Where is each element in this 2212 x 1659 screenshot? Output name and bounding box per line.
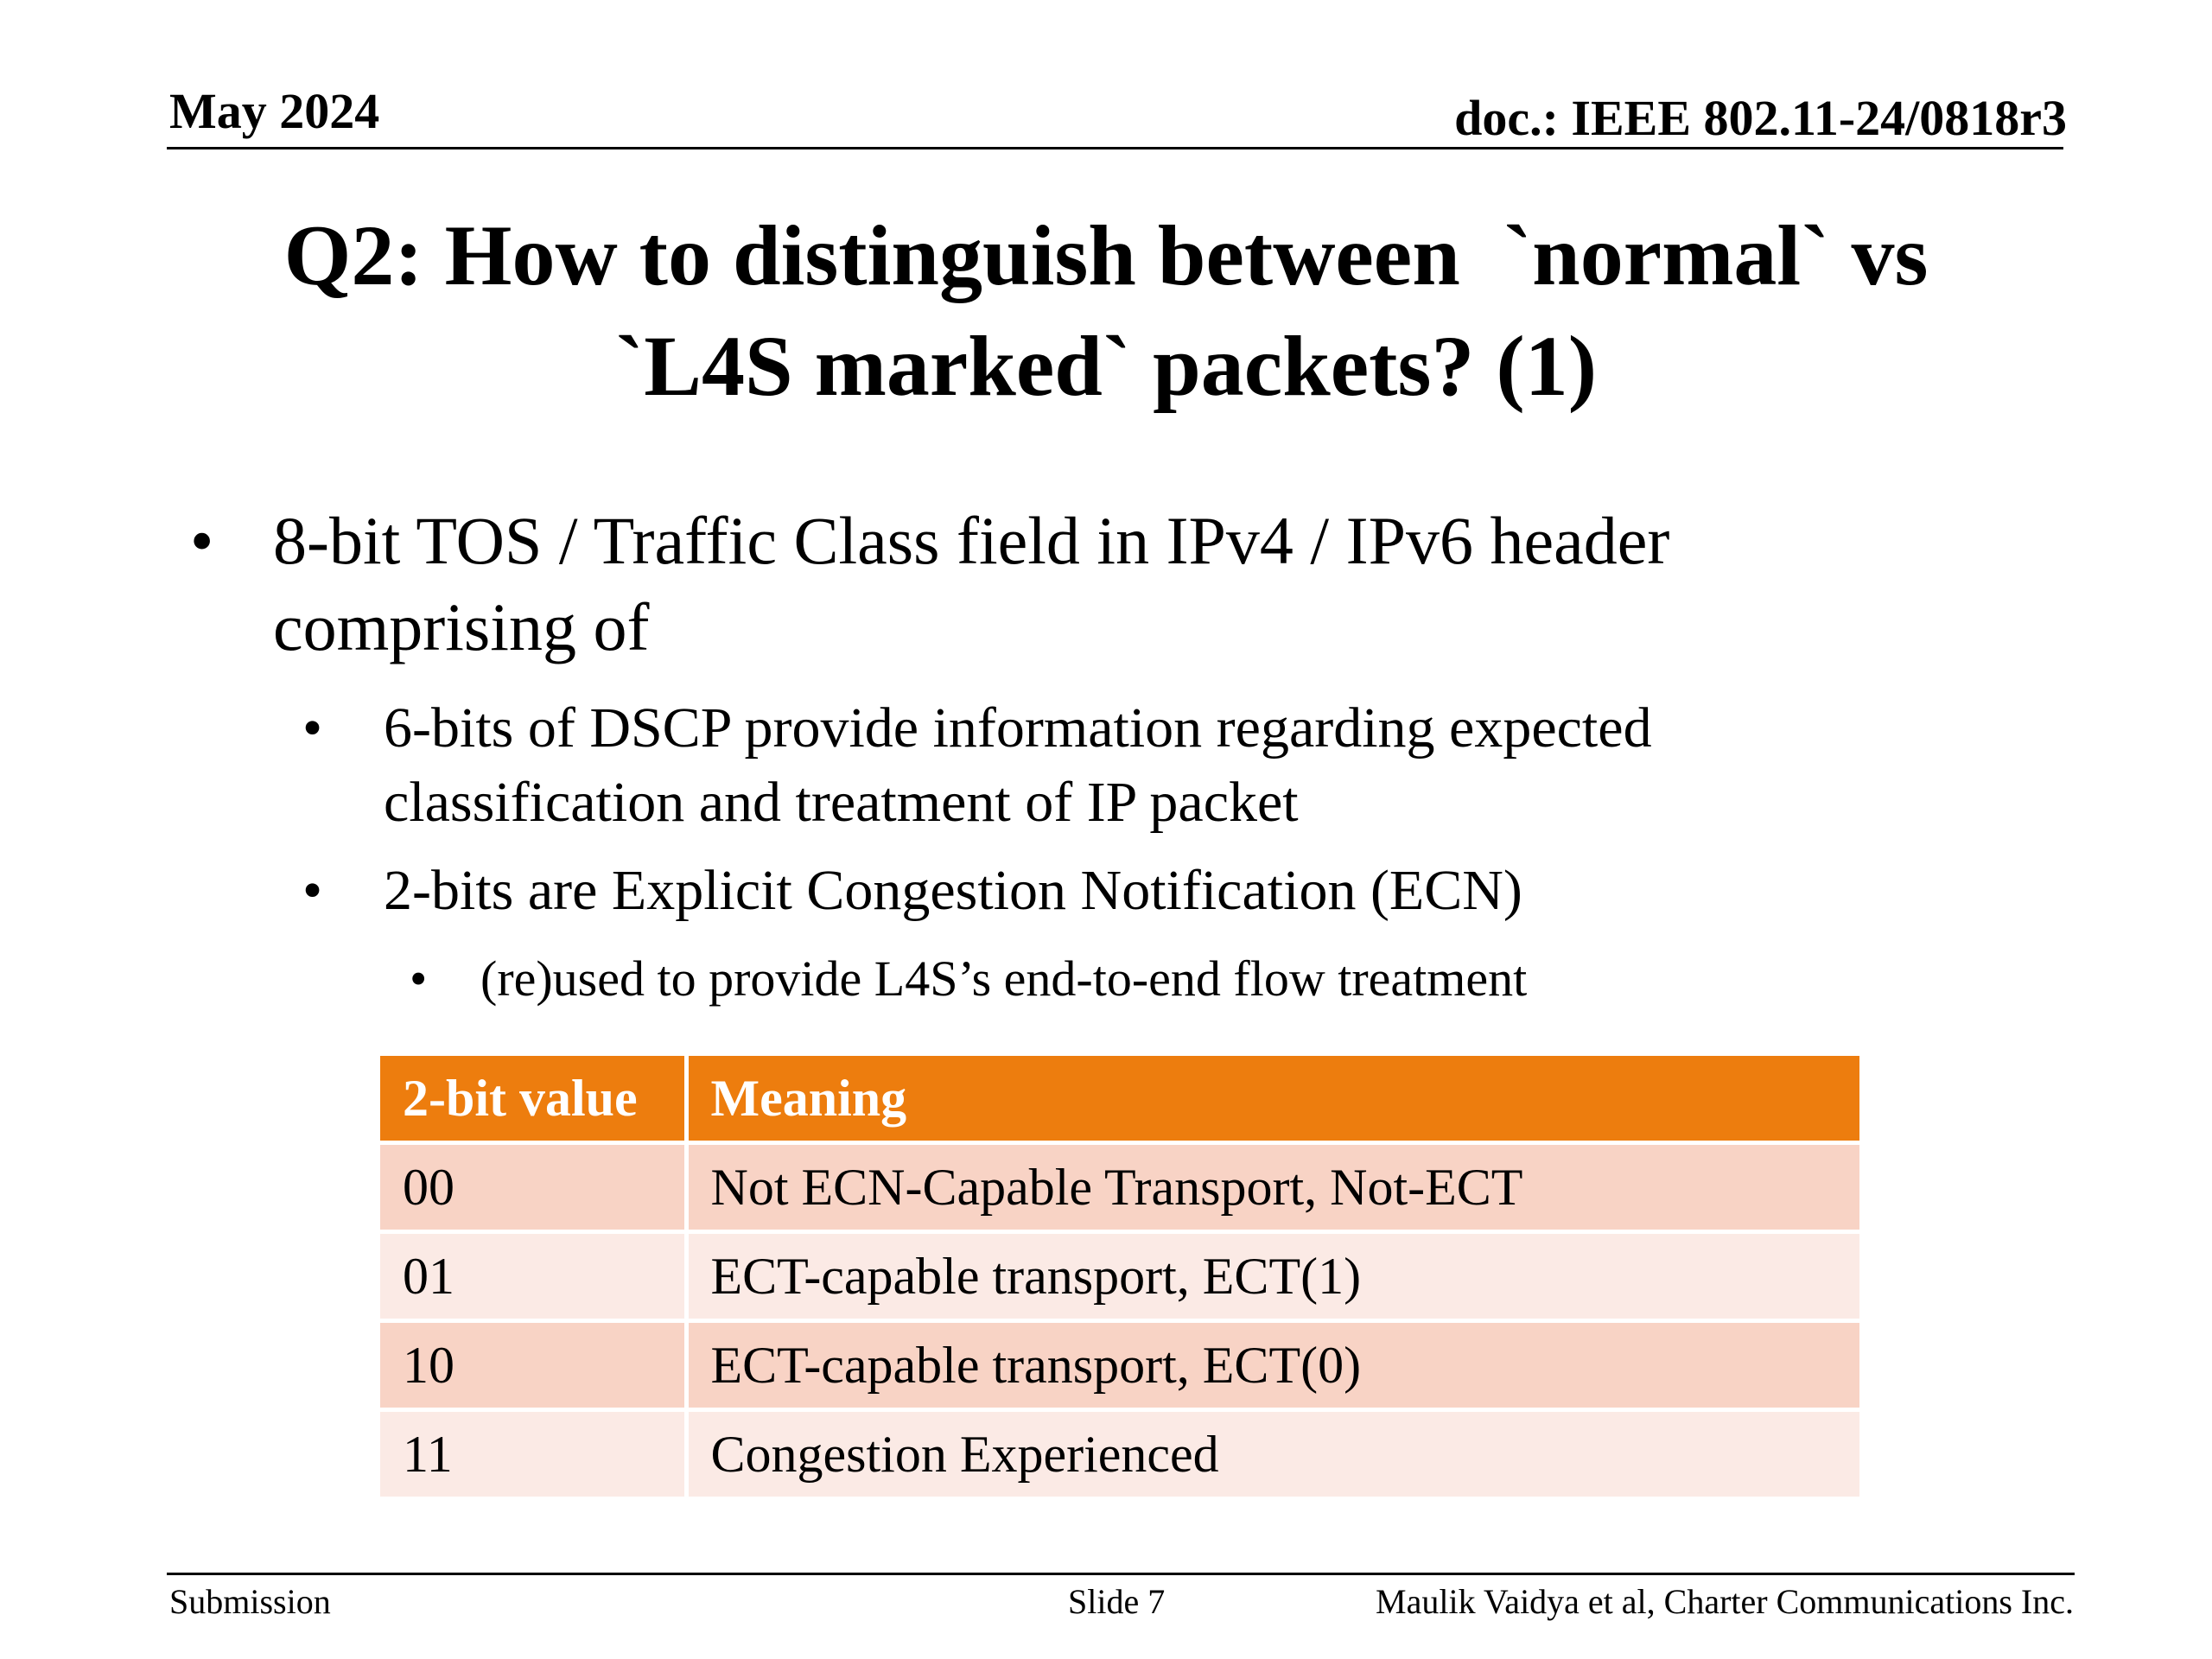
bullet-marker: • bbox=[410, 950, 428, 1007]
table-row: 00 Not ECN-Capable Transport, Not-ECT bbox=[380, 1141, 1859, 1232]
cell-meaning: ECT-capable transport, ECT(0) bbox=[683, 1319, 1859, 1410]
bullet-tos-field: • 8-bit TOS / Traffic Class field in IPv… bbox=[190, 498, 1670, 671]
slide-title-line-2: `L4S marked` packets? (1) bbox=[614, 318, 1598, 414]
bullet-text: 2-bits are Explicit Congestion Notificat… bbox=[384, 859, 1522, 922]
bullet-text: (re)used to provide L4S’s end-to-end flo… bbox=[480, 950, 1528, 1007]
cell-value: 11 bbox=[380, 1408, 686, 1497]
table-header-row: 2-bit value Meaning bbox=[380, 1056, 1859, 1145]
table-row: 11 Congestion Experienced bbox=[380, 1408, 1859, 1497]
header-doc-id: doc.: IEEE 802.11-24/0818r3 bbox=[1454, 90, 2067, 146]
table-row: 01 ECT-capable transport, ECT(1) bbox=[380, 1230, 1859, 1321]
bullet-text-line-2: classification and treatment of IP packe… bbox=[384, 771, 1299, 834]
cell-value: 10 bbox=[380, 1319, 686, 1410]
bullet-marker: • bbox=[302, 696, 323, 760]
header-date: May 2024 bbox=[169, 83, 380, 139]
column-header-value: 2-bit value bbox=[380, 1056, 686, 1145]
bullet-marker: • bbox=[302, 859, 323, 922]
footer-slide-number: Slide 7 bbox=[1068, 1582, 1166, 1621]
slide-title: Q2: How to distinguish between `normal` … bbox=[173, 200, 2039, 422]
footer-author: Maulik Vaidya et al, Charter Communicati… bbox=[1376, 1582, 2074, 1621]
bullet-text-line-1: 6-bits of DSCP provide information regar… bbox=[384, 696, 1652, 760]
header-divider bbox=[167, 147, 2063, 149]
cell-meaning: Congestion Experienced bbox=[683, 1408, 1859, 1497]
bullet-text-line-1: 8-bit TOS / Traffic Class field in IPv4 … bbox=[273, 503, 1670, 578]
slide-title-line-1: Q2: How to distinguish between `normal` … bbox=[283, 207, 1929, 303]
column-header-meaning: Meaning bbox=[683, 1056, 1859, 1145]
bullet-dscp: • 6-bits of DSCP provide information reg… bbox=[302, 691, 1652, 840]
cell-value: 00 bbox=[380, 1141, 686, 1232]
bullet-text-line-2: comprising of bbox=[273, 589, 650, 664]
table-row: 10 ECT-capable transport, ECT(0) bbox=[380, 1319, 1859, 1410]
bullet-ecn: • 2-bits are Explicit Congestion Notific… bbox=[302, 854, 1522, 928]
cell-value: 01 bbox=[380, 1230, 686, 1321]
footer-divider bbox=[167, 1573, 2075, 1575]
bullet-l4s-reuse: • (re)used to provide L4S’s end-to-end f… bbox=[410, 949, 1528, 1009]
footer-submission: Submission bbox=[169, 1582, 331, 1621]
cell-meaning: Not ECN-Capable Transport, Not-ECT bbox=[683, 1141, 1859, 1232]
bullet-marker: • bbox=[190, 503, 214, 578]
cell-meaning: ECT-capable transport, ECT(1) bbox=[683, 1230, 1859, 1321]
ecn-values-table: 2-bit value Meaning 00 Not ECN-Capable T… bbox=[380, 1056, 1859, 1497]
